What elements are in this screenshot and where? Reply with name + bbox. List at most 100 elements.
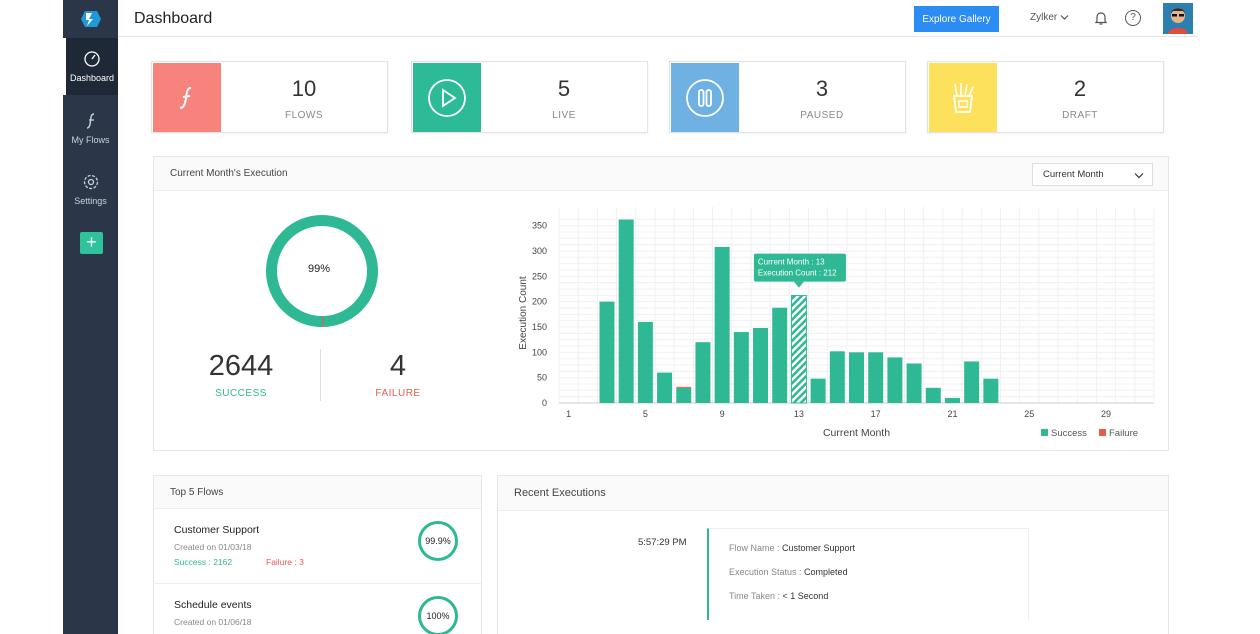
legend-swatch [1099, 429, 1106, 436]
bar-success [906, 363, 922, 403]
bar-success [695, 342, 711, 403]
status-value: Completed [804, 567, 848, 577]
chart-tooltip-text: Current Month : 13 [758, 258, 825, 267]
bar-success [676, 387, 692, 403]
x-tick-label: 21 [947, 409, 957, 419]
time-taken-label: Time Taken : [729, 591, 783, 601]
add-flow-button[interactable]: + [80, 232, 103, 254]
chart-tooltip-arrow [793, 281, 804, 288]
execution-panel-title: Current Month's Execution [154, 157, 1168, 191]
stat-value: 10 [291, 76, 317, 101]
stat-card-draft[interactable]: 2 DRAFT [927, 61, 1164, 133]
bar-success [790, 295, 807, 404]
y-axis-title: Execution Count [518, 276, 529, 350]
stat-value: 5 [557, 76, 571, 101]
stat-value: 3 [815, 76, 829, 101]
bar-success [925, 387, 941, 403]
stat-card-live[interactable]: 5 LIVE [411, 61, 648, 133]
org-switcher[interactable]: Zylker [1030, 12, 1069, 23]
flow-success-ring: 99.9% [418, 521, 458, 561]
flow-list-item[interactable]: Customer Support Created on 01/03/18 Suc… [154, 509, 481, 584]
y-tick-label: 350 [532, 221, 547, 231]
bar-success [753, 328, 769, 403]
stat-label: DRAFT [1062, 110, 1098, 121]
bar-success [983, 378, 999, 403]
bar-success [733, 332, 749, 403]
success-label: SUCCESS [215, 388, 267, 399]
sidebar-item-label: Settings [74, 196, 107, 206]
donut-percent: 99% [307, 263, 331, 275]
flow-list-item[interactable]: Schedule events Created on 01/06/18 100% [154, 584, 481, 634]
failure-count: 4 [389, 350, 407, 382]
stat-label: PAUSED [800, 110, 844, 121]
draft-icon [929, 63, 997, 132]
logo-icon [80, 10, 101, 27]
bar-success [714, 246, 730, 403]
sidebar-item-label: My Flows [71, 135, 110, 145]
top-flows-title: Top 5 Flows [154, 476, 481, 509]
recent-executions-title: Recent Executions [498, 476, 1168, 511]
bar-success [772, 307, 788, 403]
chart-tooltip-text: Execution Count : 212 [758, 269, 837, 278]
bar-success [829, 351, 845, 403]
bar-success [599, 301, 615, 403]
notification-bell-icon[interactable] [1093, 10, 1109, 26]
success-count: 2644 [208, 350, 274, 382]
x-tick-label: 5 [643, 409, 648, 419]
pause-icon [671, 63, 739, 132]
bar-success [944, 397, 960, 403]
chevron-down-icon [1134, 171, 1144, 182]
y-tick-label: 200 [532, 297, 547, 307]
legend-label: Failure [1109, 428, 1138, 439]
y-tick-label: 0 [542, 398, 547, 408]
app-logo[interactable] [63, 0, 118, 37]
y-tick-label: 250 [532, 271, 547, 281]
dashboard-icon [83, 50, 101, 68]
sidebar-item-dashboard[interactable]: Dashboard [63, 38, 118, 95]
legend-label: Success [1051, 428, 1087, 439]
top-header: Dashboard Explore Gallery Zylker ? [118, 0, 1198, 37]
execution-time-taken: Time Taken : < 1 Second [729, 591, 828, 601]
execution-detail-card[interactable]: Flow Name : Customer Support Execution S… [707, 528, 1029, 620]
flow-icon [153, 63, 221, 132]
bar-success [849, 352, 864, 403]
stat-label: FLOWS [284, 110, 324, 121]
failure-label: FAILURE [375, 388, 421, 399]
execution-flow-name: Flow Name : Customer Support [729, 543, 855, 553]
sidebar-item-settings[interactable]: Settings [63, 161, 118, 218]
bar-success [964, 361, 980, 403]
sidebar-item-label: Dashboard [69, 73, 115, 83]
avatar[interactable] [1163, 3, 1193, 34]
recent-executions-panel: Recent Executions 5:57:29 PM Flow Name :… [497, 475, 1169, 634]
execution-bar-chart: 0 50 100 150 200 250 300 350 1 5 9 13 17 21 25 29 Execut… [518, 207, 1155, 439]
bar-success [810, 378, 826, 403]
explore-gallery-button[interactable]: Explore Gallery [914, 6, 999, 32]
flow-failure-count: Failure : 3 [266, 557, 304, 567]
execution-panel: Current Month's Execution Current Month … [153, 156, 1169, 451]
bar-success [637, 321, 653, 403]
y-tick-label: 150 [532, 322, 547, 332]
flow-success-count: Success : 2162 [174, 557, 233, 567]
top-flows-panel: Top 5 Flows Customer Support Created on … [153, 475, 482, 634]
execution-time: 5:57:29 PM [638, 537, 687, 548]
y-tick-label: 300 [532, 246, 547, 256]
execution-status: Execution Status : Completed [729, 567, 848, 577]
chevron-down-icon [1060, 12, 1069, 23]
flow-icon [82, 112, 100, 130]
org-name: Zylker [1030, 12, 1058, 23]
stat-card-flows[interactable]: 10 FLOWS [151, 61, 388, 133]
x-tick-label: 25 [1024, 409, 1034, 419]
month-filter-select[interactable]: Current Month [1032, 163, 1153, 186]
stats-divider [320, 349, 321, 401]
bar-success [618, 219, 634, 403]
page-title: Dashboard [134, 10, 213, 27]
x-tick-label: 1 [566, 409, 571, 419]
stat-card-paused[interactable]: 3 PAUSED [669, 61, 906, 133]
x-tick-label: 9 [720, 409, 725, 419]
x-tick-label: 13 [794, 409, 804, 419]
y-tick-label: 100 [532, 347, 547, 357]
chart-tooltip-box [753, 253, 846, 282]
help-icon[interactable]: ? [1125, 10, 1141, 26]
flow-created-date: Created on 01/03/18 [174, 542, 252, 552]
sidebar-item-my-flows[interactable]: My Flows [63, 100, 118, 157]
